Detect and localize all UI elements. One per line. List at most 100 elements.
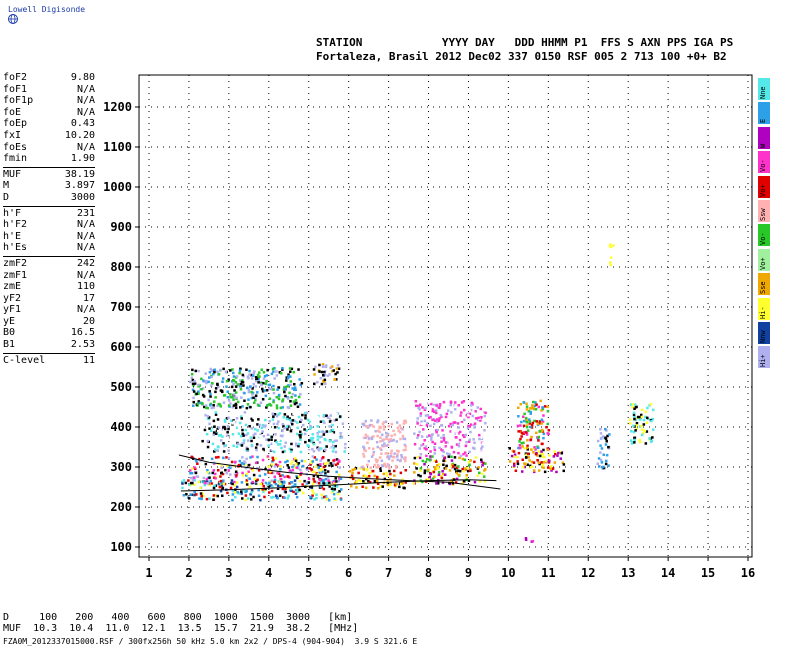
echo-point [403,419,406,423]
echo-point [252,371,256,375]
echo-point [633,436,637,439]
echo-point [437,434,440,437]
echo-point [425,478,428,482]
param-separator [3,255,95,257]
echo-point [273,480,276,484]
echo-point [277,413,280,416]
echo-point [277,397,281,401]
echo-point [286,406,290,409]
echo-point [280,372,283,375]
echo-point [338,441,341,444]
echo-point [261,488,264,491]
echo-point [453,467,457,471]
echo-point [454,436,458,439]
echo-point [530,407,533,410]
echo-point [261,423,265,427]
echo-point [361,485,364,488]
echo-point [218,403,222,406]
echo-point [238,369,242,372]
echo-point [632,411,636,415]
echo-point [194,471,198,475]
echo-point [335,485,339,488]
echo-point [404,421,408,424]
echo-point [205,406,208,410]
echo-point [479,412,482,415]
echo-point [482,412,485,416]
legend-label: E [759,119,767,124]
echo-point [373,474,376,478]
echo-point [414,447,418,451]
echo-point [377,465,381,469]
echo-point [600,461,604,464]
echo-point [546,422,549,426]
echo-point [240,417,243,420]
echo-point [435,411,438,415]
echo-point [254,376,258,379]
echo-point [237,432,241,435]
echo-point [316,438,320,441]
echo-point [402,486,405,489]
echo-point [216,370,219,374]
echo-point [368,480,372,484]
param-value: 0.43 [70,118,95,130]
echo-point [241,379,244,382]
echo-point [450,459,454,462]
echo-point [419,412,423,415]
echo-point [351,468,354,472]
echo-point [362,474,365,478]
echo-point [244,423,248,427]
echo-point [283,475,286,479]
echo-point [333,442,336,446]
echo-point [206,439,209,443]
echo-point [275,440,278,444]
echo-point [311,470,315,474]
echo-point [457,473,460,477]
echo-point [381,464,385,468]
echo-point [296,490,300,493]
echo-point [219,405,222,408]
echo-point [273,450,276,454]
echo-point [197,383,200,387]
echo-point [387,425,390,428]
echo-point [483,411,486,414]
echo-point [245,457,248,461]
echo-point [223,427,227,431]
echo-point [305,482,309,485]
echo-point [471,421,475,424]
echo-point [227,378,230,381]
echo-point [532,461,536,464]
echo-point [399,437,402,441]
echo-point [454,439,457,442]
echo-point [334,463,338,467]
echo-point [479,419,482,422]
echo-point [308,439,311,442]
param-row-group2: M 3.897 [3,180,95,192]
echo-point [448,469,452,472]
echo-point [449,417,453,420]
echo-point [221,377,225,380]
echo-point [651,417,654,421]
echo-point [223,418,227,422]
param-value: 110 [76,281,95,293]
echo-point [396,426,400,429]
param-name: D [3,191,10,203]
echo-point [483,447,486,450]
echo-point [362,422,366,426]
legend-item: Nne [758,78,770,100]
echo-point [291,387,294,390]
echo-point [478,433,481,437]
echo-point [335,418,338,421]
echo-point [465,402,468,406]
echo-point [203,483,206,487]
echo-point [430,438,433,441]
echo-point [200,497,203,501]
echo-point [259,498,262,502]
param-name: yF2 [3,292,22,304]
echo-point [214,432,218,435]
echo-point [455,443,459,446]
echo-point [469,408,473,412]
echo-point [251,480,254,484]
echo-point [222,401,226,404]
echo-point [293,419,296,422]
echo-point [599,444,602,447]
